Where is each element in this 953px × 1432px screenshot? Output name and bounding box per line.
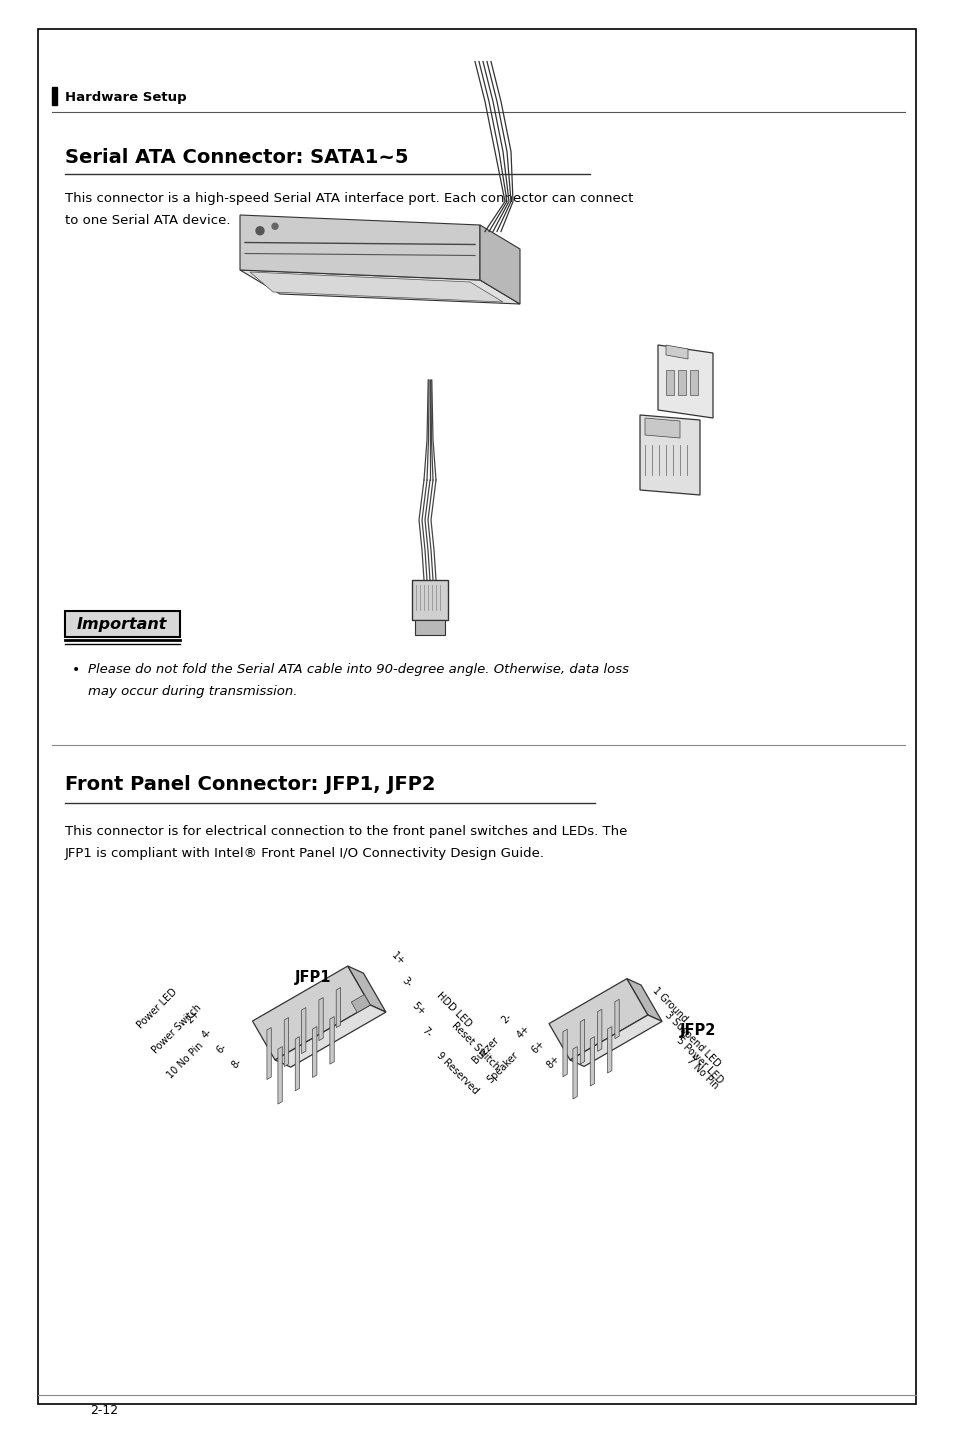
- Text: 9 Reserved: 9 Reserved: [435, 1050, 480, 1095]
- Text: 2-12: 2-12: [90, 1403, 118, 1416]
- Polygon shape: [579, 1020, 584, 1064]
- Text: 8+: 8+: [544, 1053, 561, 1070]
- Polygon shape: [253, 967, 370, 1060]
- Polygon shape: [548, 978, 647, 1060]
- Polygon shape: [665, 345, 687, 359]
- Polygon shape: [590, 1037, 594, 1085]
- Polygon shape: [562, 1030, 567, 1077]
- Bar: [52, 87, 57, 105]
- Polygon shape: [277, 1047, 282, 1104]
- Text: 3-: 3-: [399, 975, 414, 990]
- Polygon shape: [301, 1008, 306, 1054]
- FancyBboxPatch shape: [665, 369, 673, 395]
- Text: Power Switch: Power Switch: [150, 1002, 203, 1055]
- Text: 2+: 2+: [185, 1008, 202, 1025]
- Polygon shape: [569, 1015, 661, 1067]
- Polygon shape: [274, 1005, 386, 1067]
- Text: HDD LED: HDD LED: [435, 990, 474, 1028]
- Polygon shape: [597, 1010, 601, 1051]
- Text: 5+: 5+: [410, 1000, 427, 1017]
- Text: 7-: 7-: [419, 1025, 434, 1040]
- FancyBboxPatch shape: [412, 580, 448, 620]
- Polygon shape: [294, 1037, 299, 1091]
- Polygon shape: [351, 995, 370, 1012]
- Text: 2-: 2-: [499, 1011, 514, 1025]
- Text: Important: Important: [77, 617, 167, 632]
- Polygon shape: [284, 1018, 288, 1067]
- Text: 1 Ground: 1 Ground: [650, 985, 689, 1024]
- Polygon shape: [250, 272, 502, 302]
- Polygon shape: [607, 1027, 611, 1073]
- Text: Serial ATA Connector: SATA1~5: Serial ATA Connector: SATA1~5: [65, 147, 408, 168]
- Polygon shape: [626, 978, 661, 1021]
- Circle shape: [272, 223, 277, 229]
- Polygon shape: [615, 1000, 618, 1038]
- Polygon shape: [240, 271, 519, 304]
- Polygon shape: [573, 1047, 577, 1100]
- FancyBboxPatch shape: [678, 369, 685, 395]
- FancyBboxPatch shape: [38, 29, 915, 1403]
- Text: Power LED: Power LED: [135, 987, 178, 1030]
- Text: 4+: 4+: [515, 1022, 532, 1040]
- Polygon shape: [348, 967, 386, 1012]
- Text: Reset Switch: Reset Switch: [450, 1020, 501, 1071]
- Polygon shape: [240, 215, 479, 281]
- Polygon shape: [658, 345, 712, 418]
- Polygon shape: [644, 418, 679, 438]
- Text: •: •: [71, 663, 80, 677]
- Polygon shape: [639, 415, 700, 495]
- Text: 7 No Pin: 7 No Pin: [684, 1055, 720, 1091]
- Text: 1+: 1+: [390, 949, 407, 967]
- Text: to one Serial ATA device.: to one Serial ATA device.: [65, 213, 231, 228]
- Polygon shape: [330, 1017, 334, 1064]
- Text: 6-: 6-: [214, 1041, 229, 1055]
- Text: Front Panel Connector: JFP1, JFP2: Front Panel Connector: JFP1, JFP2: [65, 775, 435, 793]
- Text: JFP2: JFP2: [679, 1022, 716, 1038]
- Text: 8-: 8-: [230, 1057, 244, 1070]
- FancyBboxPatch shape: [689, 369, 698, 395]
- Text: This connector is a high-speed Serial ATA interface port. Each connector can con: This connector is a high-speed Serial AT…: [65, 192, 633, 205]
- Text: 6+: 6+: [530, 1038, 546, 1055]
- Text: 5 Power LED: 5 Power LED: [675, 1035, 724, 1085]
- Text: Speaker: Speaker: [484, 1050, 519, 1085]
- Polygon shape: [313, 1027, 316, 1077]
- Text: 3 Suspend LED: 3 Suspend LED: [662, 1010, 721, 1070]
- Text: Hardware Setup: Hardware Setup: [65, 90, 187, 103]
- Text: 4-: 4-: [200, 1027, 213, 1040]
- Text: JFP1 is compliant with Intel® Front Panel I/O Connectivity Design Guide.: JFP1 is compliant with Intel® Front Pane…: [65, 846, 544, 861]
- Polygon shape: [479, 225, 519, 304]
- Polygon shape: [318, 998, 323, 1041]
- FancyBboxPatch shape: [415, 620, 444, 634]
- Text: JFP1: JFP1: [294, 969, 331, 985]
- Circle shape: [255, 226, 264, 235]
- Text: may occur during transmission.: may occur during transmission.: [88, 684, 297, 697]
- FancyBboxPatch shape: [65, 611, 180, 637]
- Text: Buzzer: Buzzer: [470, 1034, 500, 1065]
- Polygon shape: [335, 988, 340, 1028]
- Text: Please do not fold the Serial ATA cable into 90-degree angle. Otherwise, data lo: Please do not fold the Serial ATA cable …: [88, 663, 628, 676]
- Text: This connector is for electrical connection to the front panel switches and LEDs: This connector is for electrical connect…: [65, 825, 627, 838]
- Text: 10 No Pin: 10 No Pin: [165, 1040, 205, 1080]
- Polygon shape: [267, 1028, 271, 1080]
